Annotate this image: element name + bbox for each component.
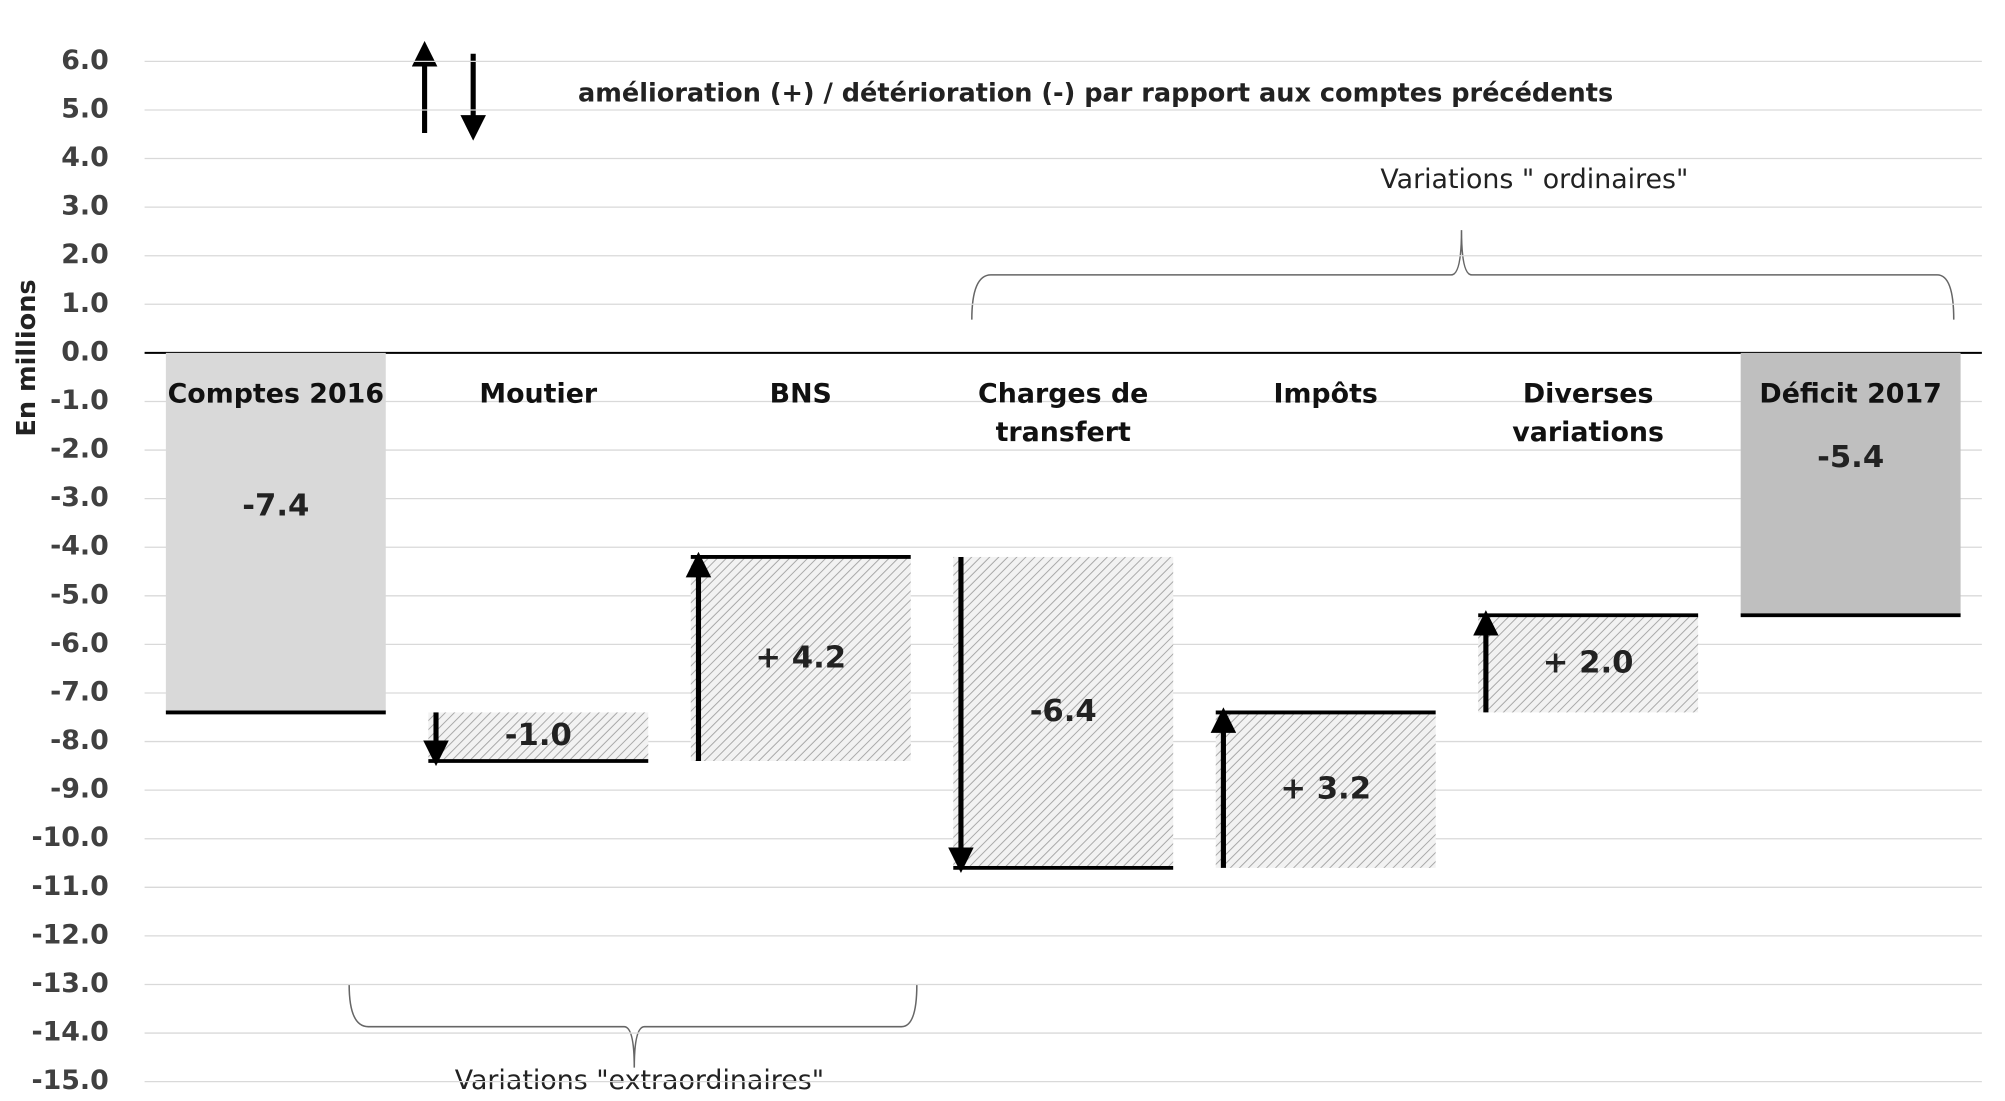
value-label: -1.0 xyxy=(505,718,572,753)
value-label: + 4.2 xyxy=(755,640,846,675)
y-tick-label: -3.0 xyxy=(50,482,109,513)
delta-bar xyxy=(953,556,1174,868)
y-tick-label: -14.0 xyxy=(31,1017,108,1048)
x-tick-label: Comptes 2016 xyxy=(167,378,385,410)
category-label-box: Charges de transfert xyxy=(978,378,1149,448)
annotation: Variations " ordinaires" xyxy=(1380,164,1688,195)
total-bar xyxy=(165,352,386,713)
delta-bar xyxy=(1215,712,1436,868)
category-label-box: Déficit 2017 xyxy=(1759,378,1942,410)
y-tick-label: 4.0 xyxy=(61,142,109,173)
x-tick-label: Impôts xyxy=(1273,378,1378,410)
y-tick-label: 5.0 xyxy=(61,93,109,124)
value-label: -7.4 xyxy=(242,489,309,524)
y-tick-label: -11.0 xyxy=(31,871,108,902)
x-tick-label: Déficit 2017 xyxy=(1759,378,1942,410)
y-tick-label: 2.0 xyxy=(61,239,109,270)
y-tick-label: -8.0 xyxy=(50,725,109,756)
y-tick-label: -13.0 xyxy=(31,968,108,999)
category-label-box: BNS xyxy=(769,378,832,410)
y-tick-label: -7.0 xyxy=(50,676,109,707)
annotation: Variations "extraordinaires" xyxy=(455,1065,824,1096)
y-tick-label: -9.0 xyxy=(50,774,109,805)
value-label: -5.4 xyxy=(1817,440,1884,475)
y-tick-label: -10.0 xyxy=(31,822,108,853)
y-tick-label: -5.0 xyxy=(50,579,109,610)
delta-bar xyxy=(690,556,911,761)
y-tick-label: 0.0 xyxy=(61,336,109,367)
category-label-box: Impôts xyxy=(1273,378,1378,410)
y-tick-label: 1.0 xyxy=(61,288,109,319)
x-tick-label: Diverses variations xyxy=(1512,378,1665,448)
value-label: + 2.0 xyxy=(1543,645,1634,680)
y-tick-label: -2.0 xyxy=(50,434,109,465)
y-tick-label: -1.0 xyxy=(50,385,109,416)
category-label-box: Moutier xyxy=(479,378,598,410)
y-tick-label: -15.0 xyxy=(31,1065,108,1096)
total-bar xyxy=(1740,352,1961,616)
brace xyxy=(971,230,1955,320)
delta-bar xyxy=(428,712,649,761)
delta-bar xyxy=(1478,615,1699,713)
y-tick-label: -12.0 xyxy=(31,919,108,950)
y-tick-label: -6.0 xyxy=(50,628,109,659)
y-tick-label: 3.0 xyxy=(61,191,109,222)
y-axis-label: En millions xyxy=(12,279,42,436)
category-label-box: Diverses variations xyxy=(1512,378,1665,448)
category-label-box: Comptes 2016 xyxy=(167,378,385,410)
x-tick-label: Charges de transfert xyxy=(978,378,1149,448)
value-label: -6.4 xyxy=(1030,694,1097,729)
brace xyxy=(348,984,918,1068)
y-tick-label: -4.0 xyxy=(50,531,109,562)
x-tick-label: BNS xyxy=(769,378,832,410)
x-tick-label: Moutier xyxy=(479,378,598,410)
legend-text: amélioration (+) / détérioration (-) par… xyxy=(578,79,1613,109)
y-tick-label: 6.0 xyxy=(61,45,109,76)
value-label: + 3.2 xyxy=(1280,772,1371,807)
